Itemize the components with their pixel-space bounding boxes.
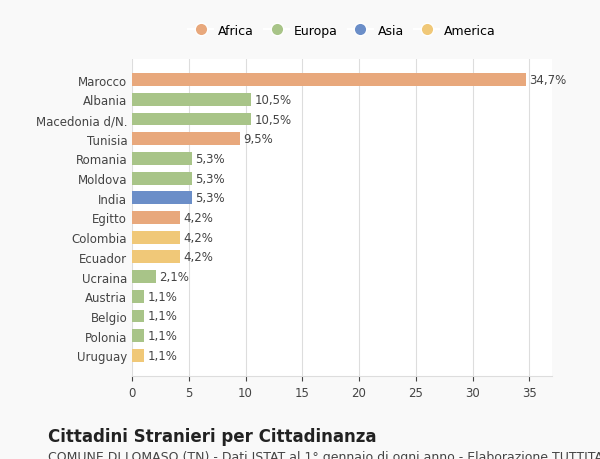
Bar (132, 310, 145, 323)
Text: 10,5%: 10,5% (254, 94, 292, 106)
Legend: Africa, Europa, Asia, America: Africa, Europa, Asia, America (188, 25, 496, 38)
Bar (132, 74, 526, 87)
Text: 4,2%: 4,2% (183, 212, 213, 224)
Bar (132, 113, 251, 126)
Bar (132, 251, 179, 264)
Bar (132, 153, 192, 165)
Text: Cittadini Stranieri per Cittadinanza: Cittadini Stranieri per Cittadinanza (48, 427, 377, 445)
Bar (132, 212, 179, 224)
Text: 4,2%: 4,2% (183, 251, 213, 264)
Bar (132, 133, 240, 146)
Text: 10,5%: 10,5% (254, 113, 292, 126)
Text: 1,1%: 1,1% (148, 349, 178, 362)
Bar (132, 349, 145, 362)
Text: COMUNE DI LOMASO (TN) - Dati ISTAT al 1° gennaio di ogni anno - Elaborazione TUT: COMUNE DI LOMASO (TN) - Dati ISTAT al 1°… (48, 450, 600, 459)
Text: 1,1%: 1,1% (148, 290, 178, 303)
Bar (132, 94, 251, 106)
Bar (132, 231, 179, 244)
Text: 1,1%: 1,1% (148, 330, 178, 342)
Bar (132, 192, 192, 205)
Text: 2,1%: 2,1% (159, 270, 189, 284)
Text: 5,3%: 5,3% (196, 172, 225, 185)
Text: 5,3%: 5,3% (196, 192, 225, 205)
Text: 34,7%: 34,7% (529, 74, 566, 87)
Text: 5,3%: 5,3% (196, 152, 225, 166)
Text: 4,2%: 4,2% (183, 231, 213, 244)
Bar (132, 271, 156, 283)
Bar (132, 172, 192, 185)
Bar (132, 290, 145, 303)
Text: 9,5%: 9,5% (243, 133, 273, 146)
Bar (132, 330, 145, 342)
Text: 1,1%: 1,1% (148, 310, 178, 323)
